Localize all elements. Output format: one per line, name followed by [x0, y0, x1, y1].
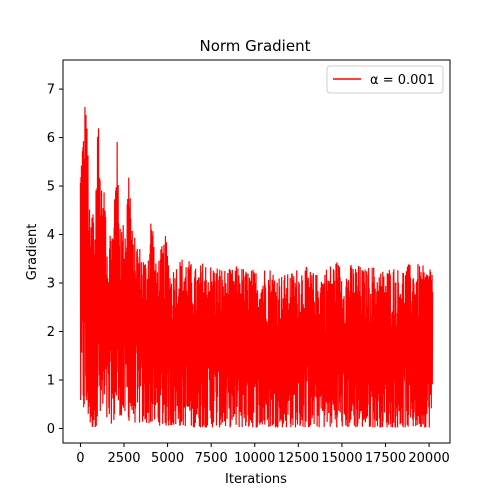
- y-axis: 0 1 2 3 4 5 6 7: [47, 83, 63, 437]
- legend-label: α = 0.001: [370, 73, 435, 88]
- y-tick-label: 5: [47, 180, 55, 195]
- series-layer: [79, 106, 434, 428]
- x-axis-label: Iterations: [225, 472, 287, 487]
- x-tick-label: 15000: [321, 451, 362, 466]
- y-tick-label: 6: [47, 131, 55, 146]
- y-tick-label: 7: [47, 83, 55, 98]
- chart-title: Norm Gradient: [200, 37, 311, 55]
- x-tick-label: 20000: [408, 451, 449, 466]
- y-tick-label: 0: [47, 422, 55, 437]
- x-tick-label: 7500: [195, 451, 228, 466]
- legend-box: [326, 65, 444, 94]
- y-tick-label: 2: [47, 325, 55, 340]
- x-axis: 0 2500 5000 7500 10000 12500 15000 17500 20000: [76, 443, 450, 466]
- y-axis-label: Gradient: [25, 224, 40, 281]
- legend: α = 0.001: [326, 65, 444, 94]
- series-line: [79, 106, 434, 428]
- x-tick-label: 5000: [151, 451, 184, 466]
- y-tick-label: 1: [47, 373, 55, 388]
- x-tick-label: 0: [76, 451, 84, 466]
- y-tick-label: 4: [47, 228, 55, 243]
- x-tick-label: 12500: [278, 451, 319, 466]
- x-tick-label: 10000: [234, 451, 275, 466]
- x-tick-label: 17500: [365, 451, 406, 466]
- y-tick-label: 3: [47, 277, 55, 292]
- x-tick-label: 2500: [107, 451, 140, 466]
- plot-frame: [62, 59, 451, 444]
